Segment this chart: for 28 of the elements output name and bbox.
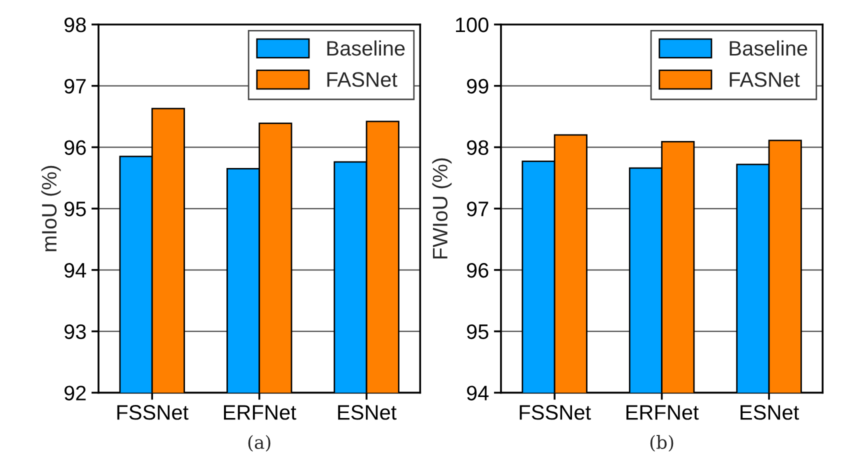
y-tick-label: 92	[64, 386, 86, 400]
y-tick-label: 94	[64, 262, 86, 278]
y-tick-label: 95	[466, 324, 488, 340]
legend-label: Baseline	[327, 40, 405, 56]
legend-label: FASNet	[730, 72, 800, 87]
text: (b)	[650, 435, 674, 452]
text: (a)	[248, 435, 270, 452]
y-tick-label: 97	[466, 202, 488, 216]
x-tick-label: FSSNet	[117, 405, 188, 420]
y-tick-label: 98	[64, 17, 86, 32]
y-tick-label: 98	[466, 140, 488, 155]
legend-label: Baseline	[730, 40, 808, 56]
y-tick-label: 96	[466, 262, 488, 278]
x-tick-label: ESNet	[338, 405, 397, 420]
y-tick-label: 96	[64, 140, 86, 155]
x-tick-label: ESNet	[740, 405, 799, 420]
x-tick-label: ERFNet	[626, 405, 699, 420]
y-tick-label: 94	[466, 386, 489, 400]
y-tick-label: 99	[466, 78, 488, 94]
y-tick-label: 95	[64, 202, 86, 216]
y-axis-title: mIoU (%)	[41, 166, 61, 252]
y-tick-label: 93	[64, 324, 86, 340]
y-tick-label: 97	[64, 78, 86, 94]
legend-label: FASNet	[327, 72, 398, 87]
x-tick-label: ERFNet	[224, 405, 296, 420]
x-tick-label: FSSNet	[520, 405, 591, 420]
y-axis-title: FWIoU (%)	[432, 158, 452, 258]
y-tick-label: 100	[456, 17, 488, 32]
